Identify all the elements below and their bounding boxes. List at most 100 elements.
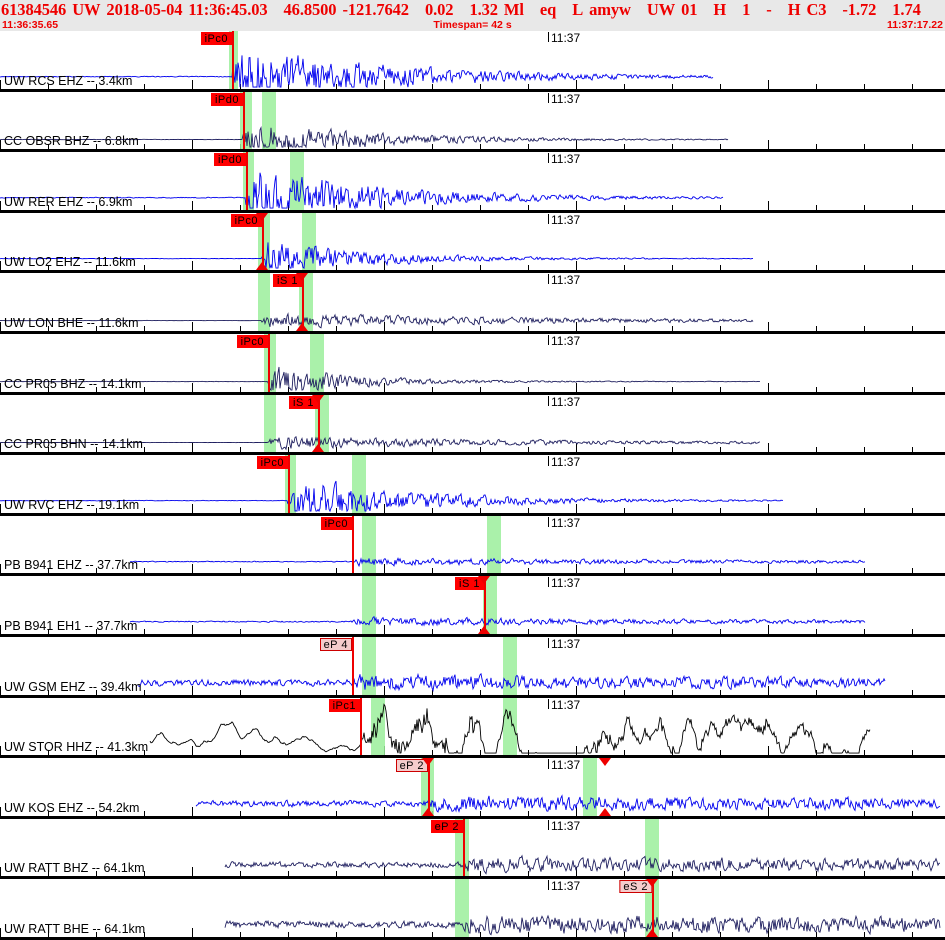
phase-window-highlight [645, 819, 659, 876]
phase-pick-label[interactable]: iS 1 [273, 274, 302, 287]
trace-row[interactable]: 11:37 iPc0 CC PR05 BHZ -- 14.1km [0, 334, 945, 395]
event-code-c3: C3 [806, 0, 827, 19]
trace-panel[interactable]: 11:37 iPc0 UW RCS EHZ -- 3.4km 11:37 iPd0 CC … [0, 31, 945, 940]
trace-row[interactable]: 11:37 eP 2 UW KOS EHZ -- 54.2km [0, 758, 945, 819]
arrival-marker-up-icon [256, 262, 268, 270]
waveform-trace [0, 31, 945, 89]
station-label: PB B941 EHZ -- 37.7km [4, 558, 139, 572]
phase-window-highlight [455, 819, 469, 876]
event-dash: - [766, 0, 772, 19]
phase-window-highlight [262, 92, 276, 149]
arrival-marker-up-icon [296, 323, 308, 331]
trace-row[interactable]: 11:37 eP 4 UW GSM EHZ -- 39.4km [0, 637, 945, 698]
window-start-time: 11:36:35.65 [2, 19, 59, 31]
phase-pick-label[interactable]: iS 1 [289, 396, 318, 409]
arrival-marker-up-icon [478, 626, 490, 634]
phase-pick-line [288, 455, 290, 513]
arrival-marker-up-icon [422, 808, 434, 816]
waveform-trace [0, 576, 945, 634]
phase-pick-label[interactable]: iPc1 [328, 699, 360, 712]
waveform-trace [0, 758, 945, 816]
phase-window-highlight [503, 637, 517, 695]
time-label-tick [548, 820, 549, 830]
phase-window-highlight [503, 698, 517, 755]
trace-row[interactable]: 11:37 iS 1 CC PR05 BHN -- 14.1km [0, 395, 945, 455]
waveform-trace [0, 455, 945, 513]
event-magnitude: 1.32 [469, 0, 498, 19]
event-longitude: -121.7642 [342, 0, 409, 19]
phase-pick-label[interactable]: eS 2 [619, 880, 652, 893]
trace-row[interactable]: 11:37 eS 2 UW RATT BHE -- 64.1km [0, 879, 945, 940]
waveform-trace [0, 273, 945, 331]
waveform-trace [0, 819, 945, 876]
phase-pick-label[interactable]: iPd0 [213, 153, 246, 166]
event-depth: 0.02 [424, 0, 454, 19]
arrival-marker-down-icon [599, 758, 611, 766]
phase-pick-line [652, 879, 654, 937]
time-label-tick [548, 214, 549, 224]
phase-pick-label[interactable]: iPc0 [200, 32, 232, 45]
event-date: 2018-05-04 [106, 0, 183, 19]
phase-pick-label[interactable]: iPc0 [256, 456, 288, 469]
event-quality: L [572, 0, 584, 19]
trace-row[interactable]: 11:37 iS 1 PB B941 EH1 -- 37.7km [0, 576, 945, 637]
phase-window-highlight [362, 637, 376, 695]
waveform-trace [0, 334, 945, 392]
phase-pick-line [232, 31, 234, 89]
event-flag-h2: H [787, 0, 801, 19]
station-label: UW RCS EHZ -- 3.4km [4, 74, 133, 88]
phase-window-highlight [371, 698, 385, 755]
time-label: 11:37 [551, 637, 581, 651]
phase-window-highlight [285, 455, 296, 513]
time-label: 11:37 [551, 273, 581, 287]
event-id: 61384546 [1, 0, 67, 19]
phase-window-highlight [258, 273, 270, 331]
waveform-trace [0, 516, 945, 573]
waveform-trace [0, 698, 945, 755]
phase-window-highlight [487, 516, 501, 573]
trace-row[interactable]: 11:37 iPc1 UW STOR HHZ -- 41.3km [0, 698, 945, 758]
event-source-num: 01 [681, 0, 698, 19]
phase-pick-label[interactable]: eP 2 [395, 759, 428, 772]
time-label: 11:37 [551, 334, 581, 348]
phase-pick-line [352, 516, 354, 573]
arrival-marker-down-icon [646, 879, 658, 887]
station-label: UW LO2 EHZ -- 11.6km [4, 255, 136, 269]
phase-pick-line [428, 758, 430, 816]
trace-row[interactable]: 11:37 iPc0 UW RVC EHZ -- 19.1km [0, 455, 945, 516]
phase-pick-label[interactable]: iPd0 [210, 93, 243, 106]
phase-pick-line [484, 576, 486, 634]
time-label-tick [548, 880, 549, 890]
time-label: 11:37 [551, 516, 581, 530]
event-author: amyw [589, 0, 631, 19]
station-label: UW RATT BHZ -- 64.1km [4, 861, 145, 875]
time-label: 11:37 [551, 395, 581, 409]
phase-pick-label[interactable]: eP 2 [430, 820, 463, 833]
station-label: UW RATT BHE -- 64.1km [4, 922, 146, 936]
trace-row[interactable]: 11:37 iPc0 PB B941 EHZ -- 37.7km [0, 516, 945, 576]
time-label-tick [548, 274, 549, 284]
arrival-marker-down-icon [296, 273, 308, 281]
time-label: 11:37 [551, 455, 581, 469]
waveform-trace [0, 637, 945, 695]
phase-window-highlight [352, 455, 366, 513]
trace-row[interactable]: 11:37 iPc0 UW RCS EHZ -- 3.4km [0, 31, 945, 92]
trace-row[interactable]: 11:37 iPc0 UW LO2 EHZ -- 11.6km [0, 213, 945, 273]
event-phase-count: 1 [742, 0, 751, 19]
time-label: 11:37 [551, 152, 581, 166]
time-label-tick [548, 32, 549, 42]
trace-row[interactable]: 11:37 eP 2 UW RATT BHZ -- 64.1km [0, 819, 945, 879]
arrival-marker-up-icon [646, 929, 658, 937]
phase-pick-label[interactable]: iPc0 [320, 517, 352, 530]
station-label: CC PR05 BHZ -- 14.1km [4, 377, 142, 391]
trace-row[interactable]: 11:37 iPd0 UW RER EHZ -- 6.9km [0, 152, 945, 213]
window-end-time: 11:37:17.22 [886, 19, 943, 31]
trace-row[interactable]: 11:37 iPd0 CC OBSR BHZ -- 6.8km [0, 92, 945, 152]
phase-pick-label[interactable]: eP 4 [319, 638, 352, 651]
phase-pick-label[interactable]: iS 1 [455, 577, 484, 590]
time-label: 11:37 [551, 92, 581, 106]
phase-pick-label[interactable]: iPc0 [236, 335, 268, 348]
trace-row[interactable]: 11:37 iS 1 UW LON BHE -- 11.6km [0, 273, 945, 334]
phase-pick-label[interactable]: iPc0 [230, 214, 262, 227]
waveform-trace [0, 92, 945, 149]
